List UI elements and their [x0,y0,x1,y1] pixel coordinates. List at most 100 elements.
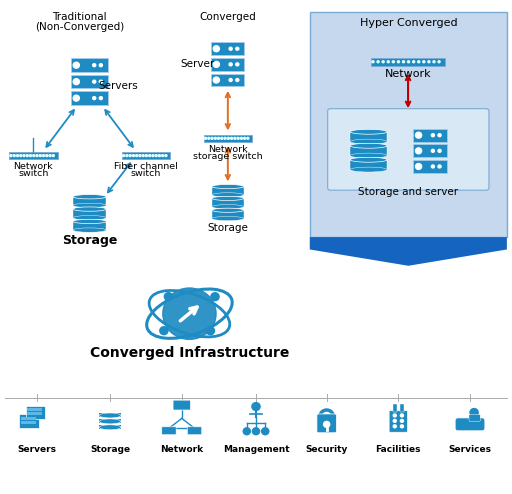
FancyBboxPatch shape [73,209,106,218]
Circle shape [73,62,79,68]
Circle shape [213,46,219,52]
Circle shape [418,61,420,63]
FancyBboxPatch shape [27,412,42,415]
FancyBboxPatch shape [162,427,176,435]
Circle shape [208,137,210,139]
Circle shape [42,155,45,157]
Circle shape [165,155,167,157]
Circle shape [247,137,249,139]
FancyBboxPatch shape [469,414,480,421]
Text: Network: Network [385,69,432,79]
Ellipse shape [99,413,121,418]
Circle shape [158,155,160,157]
Circle shape [397,61,399,63]
Circle shape [236,47,239,50]
Circle shape [73,95,79,101]
Circle shape [470,409,478,416]
Circle shape [438,134,441,137]
Ellipse shape [350,143,387,148]
Circle shape [13,155,15,157]
FancyBboxPatch shape [26,406,45,419]
Ellipse shape [212,196,244,201]
Circle shape [211,293,219,301]
Text: Network: Network [208,145,248,154]
Circle shape [30,155,32,157]
FancyBboxPatch shape [455,418,485,431]
FancyBboxPatch shape [328,109,489,190]
Text: Management: Management [223,445,289,454]
Circle shape [10,155,12,157]
FancyBboxPatch shape [21,417,36,420]
FancyBboxPatch shape [414,160,446,173]
Ellipse shape [350,129,387,134]
Circle shape [93,64,96,67]
Text: Network: Network [160,445,203,454]
Circle shape [213,61,219,67]
Text: switch: switch [18,169,49,178]
Text: (Non-Converged): (Non-Converged) [35,22,124,32]
FancyBboxPatch shape [350,146,387,156]
Circle shape [33,155,35,157]
Ellipse shape [73,207,106,211]
FancyBboxPatch shape [400,404,404,412]
Ellipse shape [73,195,106,199]
Circle shape [229,47,232,50]
FancyBboxPatch shape [317,414,336,433]
Circle shape [224,137,226,139]
Circle shape [99,80,102,83]
Circle shape [205,137,207,139]
Ellipse shape [212,193,244,197]
Circle shape [262,428,269,435]
Circle shape [393,414,396,417]
Circle shape [93,80,96,83]
FancyBboxPatch shape [21,421,36,424]
FancyBboxPatch shape [73,197,106,206]
FancyBboxPatch shape [414,129,446,142]
FancyBboxPatch shape [211,42,245,55]
Ellipse shape [350,157,387,162]
Circle shape [400,414,403,417]
Circle shape [382,61,384,63]
Text: Converged: Converged [200,12,256,22]
Text: Storage: Storage [207,223,248,233]
Ellipse shape [73,228,106,232]
Circle shape [416,132,422,138]
Circle shape [123,155,125,157]
Circle shape [26,155,28,157]
Circle shape [23,155,25,157]
Ellipse shape [350,153,387,158]
Text: Services: Services [449,445,492,454]
Text: Server: Server [180,59,214,69]
Circle shape [16,155,18,157]
Circle shape [162,155,164,157]
Text: Hyper Converged: Hyper Converged [359,18,457,28]
Circle shape [237,137,239,139]
FancyBboxPatch shape [204,135,252,142]
Circle shape [133,155,135,157]
Text: Servers: Servers [98,82,138,91]
FancyBboxPatch shape [122,152,170,159]
Circle shape [148,155,151,157]
Text: Servers: Servers [17,445,56,454]
Circle shape [438,165,441,168]
Circle shape [252,403,260,411]
Circle shape [234,137,236,139]
FancyBboxPatch shape [212,210,244,218]
Circle shape [139,155,141,157]
Ellipse shape [212,205,244,209]
Circle shape [433,61,435,63]
Circle shape [402,61,404,63]
Circle shape [244,137,246,139]
Circle shape [218,137,220,139]
Circle shape [431,149,434,152]
Circle shape [160,327,168,334]
Circle shape [20,155,22,157]
FancyBboxPatch shape [173,400,190,410]
FancyBboxPatch shape [71,58,108,72]
Circle shape [393,425,396,428]
Ellipse shape [350,167,387,172]
Text: storage switch: storage switch [193,152,263,161]
FancyBboxPatch shape [71,91,108,105]
Ellipse shape [99,425,121,430]
Circle shape [126,155,128,157]
